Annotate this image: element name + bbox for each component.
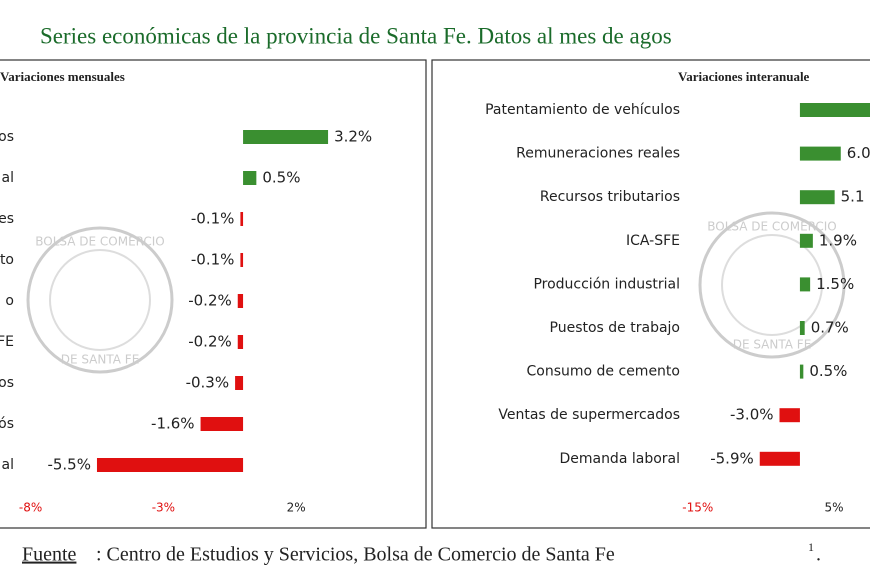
bar — [799, 103, 870, 117]
value-label: -0.3% — [186, 374, 230, 392]
chart-title: Variaciones mensuales — [0, 69, 125, 84]
watermark-text: BOLSA DE COMERCIO — [707, 220, 837, 234]
category-label: es — [0, 211, 14, 227]
category-label: to — [0, 252, 14, 268]
watermark-text: DE SANTA FE — [61, 353, 140, 367]
value-label: -5.5% — [47, 456, 91, 474]
category-label: ICA-SFE — [626, 233, 680, 249]
watermark-text: BOLSA DE COMERCIO — [35, 235, 165, 249]
bar — [799, 321, 805, 335]
footer-label: Fuente — [22, 544, 77, 566]
watermark-seal — [698, 211, 846, 359]
chart-panel: BOLSA DE COMERCIO DE SANTA FE Variaciones … — [0, 69, 372, 515]
category-label: os — [0, 375, 14, 391]
value-label: -0.2% — [188, 333, 232, 351]
page-title: Series económicas de la provincia de San… — [40, 23, 672, 48]
bar — [96, 458, 244, 472]
value-label: 3.2% — [334, 128, 372, 146]
category-label: Producción industrial — [533, 276, 680, 292]
category-label: Demanda laboral — [559, 451, 680, 467]
category-label: os — [0, 129, 14, 145]
bar — [799, 146, 841, 161]
category-label: ós — [0, 416, 14, 432]
category-label: Remuneraciones reales — [516, 146, 680, 162]
footer-sup: 1 — [808, 540, 814, 554]
x-tick-label: -15% — [682, 501, 713, 515]
footer-end: . — [816, 544, 821, 566]
category-label: al — [2, 170, 14, 186]
chart-title: Variaciones interanuale — [678, 69, 810, 84]
watermark-seal — [26, 226, 174, 374]
watermark-seal — [49, 249, 151, 351]
bar — [237, 294, 244, 308]
value-label: 1.9% — [819, 231, 857, 249]
value-label: 0.5% — [262, 169, 300, 187]
category-label: Puestos de trabajo — [550, 320, 680, 336]
value-label: 1.5% — [816, 275, 854, 293]
category-label: o — [5, 293, 14, 309]
category-label: Ventas de supermercados — [498, 407, 680, 423]
bar — [200, 417, 244, 431]
value-label: -3.0% — [730, 406, 774, 424]
value-label: -0.1% — [191, 251, 235, 269]
bar — [799, 277, 811, 292]
x-tick-label: 5% — [824, 501, 843, 515]
bar — [240, 253, 244, 267]
value-label: -1.6% — [151, 415, 195, 433]
footer-text: : Centro de Estudios y Servicios, Bolsa … — [96, 544, 615, 566]
value-label: 6.0 — [847, 144, 870, 162]
bar — [799, 190, 835, 205]
bar — [240, 212, 244, 226]
bar — [799, 364, 804, 379]
bar — [235, 376, 244, 390]
value-label: 5.1 — [841, 188, 865, 206]
bar — [779, 408, 800, 423]
x-tick-label: -8% — [19, 501, 42, 515]
x-tick-label: 2% — [287, 501, 306, 515]
x-tick-label: -3% — [152, 501, 175, 515]
category-label: FE — [0, 334, 14, 350]
value-label: -0.1% — [191, 210, 235, 228]
bar — [237, 335, 244, 349]
category-label: Consumo de cemento — [527, 364, 680, 380]
bar — [243, 171, 257, 185]
panel-frame — [431, 59, 870, 529]
watermark-seal — [721, 234, 823, 336]
watermark-text: DE SANTA FE — [733, 338, 812, 352]
bar — [243, 130, 329, 144]
category-label: Recursos tributarios — [540, 189, 680, 205]
value-label: -0.2% — [188, 292, 232, 310]
value-label: 0.5% — [809, 362, 847, 380]
category-label: Patentamiento de vehículos — [485, 102, 680, 118]
panel-frame — [0, 59, 427, 529]
bar — [759, 451, 800, 466]
category-label: al — [2, 457, 14, 473]
bar — [799, 233, 813, 248]
value-label: -5.9% — [710, 449, 754, 467]
value-label: 0.7% — [811, 319, 849, 337]
chart-panel: BOLSA DE COMERCIO DE SANTA FE Variaciones … — [485, 69, 870, 515]
